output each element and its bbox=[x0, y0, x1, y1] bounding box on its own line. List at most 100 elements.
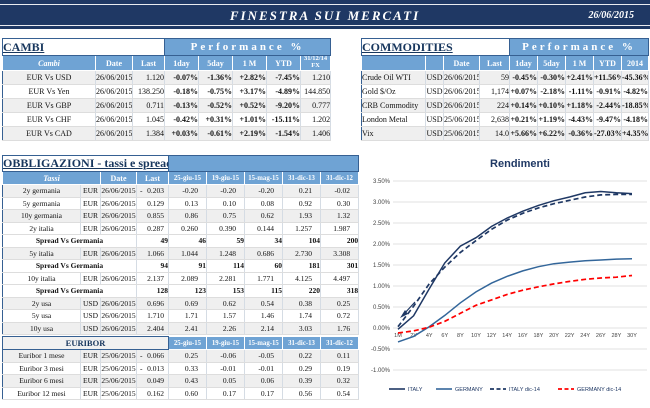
hist-value: -0.20 bbox=[206, 184, 245, 198]
hist-value: 1.32 bbox=[320, 209, 360, 223]
app-header: FINESTRA SUI MERCATI 26/06/2015 bbox=[0, 0, 650, 29]
currency: EUR bbox=[80, 247, 101, 260]
x-tick-label: 18Y bbox=[534, 333, 544, 339]
commodities-col-1: Last bbox=[479, 55, 510, 71]
bonds-table: OBBLIGAZIONI - tassi e spread Tassi Date La… bbox=[2, 155, 360, 335]
spread-value: 104 bbox=[282, 234, 321, 248]
perf-value: +0.07% bbox=[509, 84, 538, 99]
bonds-section-title: OBBLIGAZIONI - tassi e spread bbox=[2, 155, 169, 172]
commodities-row: Crude Oil WTI USD 26/06/2015 59 -0.45% -0.30%… bbox=[361, 70, 650, 85]
hist-value: 3.308 bbox=[320, 247, 360, 260]
legend-label: ITALY bbox=[408, 387, 423, 393]
hist-value: 4.497 bbox=[320, 272, 360, 285]
hist-value: 0.43 bbox=[168, 374, 207, 388]
bonds-col-last: Last bbox=[136, 171, 169, 185]
x-tick-label: 30Y bbox=[627, 333, 637, 339]
euribor-datecol-2: 15-mag-15 bbox=[244, 336, 283, 350]
commodities-table: COMMODITIES Performance % Date Last 1day 5day… bbox=[361, 38, 650, 141]
legend-label: ITALY dic-14 bbox=[509, 387, 540, 393]
perf-value: -0.91% bbox=[593, 84, 622, 99]
perf-value: -1.11% bbox=[565, 84, 594, 99]
spread-value: 181 bbox=[282, 259, 321, 273]
perf-value: -18.85% bbox=[621, 98, 650, 113]
perf-value: +1.01% bbox=[232, 112, 268, 127]
bonds-datecol-2: 15-mag-15 bbox=[244, 171, 283, 185]
perf-value: +0.31% bbox=[198, 112, 234, 127]
last-value: 0.696 bbox=[136, 297, 169, 310]
series-germany-dic-14 bbox=[397, 274, 633, 334]
hist-value: 1.248 bbox=[206, 247, 245, 260]
cambi-section: CAMBI Performance % Cambi Date Last 1day 5day 1… bbox=[1, 38, 332, 141]
last-value: 1.710 bbox=[136, 309, 169, 323]
last-value: 14.0 bbox=[479, 126, 510, 141]
currency: EUR bbox=[80, 222, 101, 235]
quote-date: 25/06/2015 bbox=[100, 349, 137, 363]
last-value: 1.045 bbox=[132, 112, 166, 127]
last-value: 2.137 bbox=[136, 272, 169, 285]
perf-value: -0.42% bbox=[164, 112, 200, 127]
y-tick-label: -0.50% bbox=[371, 347, 391, 353]
chart-title: Rendimenti bbox=[490, 158, 550, 170]
rate-name: 10y germania bbox=[2, 209, 81, 223]
spread-value: 60 bbox=[244, 259, 283, 273]
cambi-col-0: Cambi bbox=[2, 55, 96, 71]
hist-value: 1.044 bbox=[168, 247, 207, 260]
perf-value: +1.18% bbox=[565, 98, 594, 113]
perf-value: -4.43% bbox=[565, 112, 594, 127]
quote-date: 26/06/2015 bbox=[100, 297, 137, 310]
hist-value: 2.089 bbox=[168, 272, 207, 285]
hist-value: 0.30 bbox=[320, 197, 360, 210]
perf-value: -4.18% bbox=[621, 112, 650, 127]
quote-date: 26/06/2015 bbox=[100, 184, 137, 198]
hist-value: 0.19 bbox=[320, 362, 359, 375]
hist-value: 0.33 bbox=[168, 362, 207, 375]
legend-label: GERMANY dic-14 bbox=[577, 387, 621, 393]
quote-date: 25/06/2015 bbox=[100, 374, 137, 388]
rate-name: 5y usa bbox=[2, 309, 81, 323]
euribor-datecol-4: 31-dic-12 bbox=[320, 336, 359, 350]
x-tick-label: 14Y bbox=[502, 333, 512, 339]
hist-value: 0.62 bbox=[244, 209, 283, 223]
euribor-row: Euribor 6 mesi EUR 25/06/2015 0.049 0.43 0.05… bbox=[2, 374, 359, 388]
x-tick-label: 22Y bbox=[565, 333, 575, 339]
spread-value: 153 bbox=[206, 284, 245, 298]
hist-value: 0.60 bbox=[168, 387, 207, 400]
hist-value: 0.25 bbox=[320, 297, 360, 310]
hist-value: 1.57 bbox=[206, 309, 245, 323]
hist-value: 2.281 bbox=[206, 272, 245, 285]
perf-value: -0.07% bbox=[164, 70, 200, 85]
y-tick-label: 2.00% bbox=[373, 242, 391, 248]
rendimenti-chart: Rendimenti 3.50% 3.00% 2.50% 2.00% 1.50% 1.00%… bbox=[360, 151, 650, 403]
cambi-col-3: 1day bbox=[164, 55, 200, 71]
hist-value: 0.144 bbox=[244, 222, 283, 235]
last-value: -0.066 bbox=[136, 349, 169, 363]
rate-row: 10y italia EUR 26/06/2015 2.137 2.089 2.281 1.… bbox=[2, 272, 360, 285]
hist-value: 2.14 bbox=[244, 322, 283, 335]
perf-value: -9.20% bbox=[266, 98, 302, 113]
rendimenti-chart-svg: Rendimenti 3.50% 3.00% 2.50% 2.00% 1.50% 1.00%… bbox=[371, 158, 647, 393]
x-tick-label: 8Y bbox=[457, 333, 464, 339]
cambi-col-1: Date bbox=[95, 55, 133, 71]
commodity-name: CRB Commodity bbox=[361, 98, 426, 113]
last-value: 1,174 bbox=[479, 84, 510, 99]
bonds-datecol-4: 31-dic-12 bbox=[319, 171, 360, 185]
euribor-name: Euribor 1 mese bbox=[2, 349, 81, 363]
last-value: 1.384 bbox=[132, 126, 166, 141]
rate-name: 5y italia bbox=[2, 247, 81, 260]
spread-value: 200 bbox=[320, 234, 360, 248]
rate-row: 5y italia EUR 26/06/2015 1.066 1.044 1.248 0.6… bbox=[2, 247, 360, 260]
last-value: -0.013 bbox=[136, 362, 169, 375]
currency: EUR bbox=[80, 272, 101, 285]
fx-ref-value: 1.202 bbox=[300, 112, 332, 127]
bonds-datecol-1: 19-giu-15 bbox=[206, 171, 245, 185]
perf-value: +0.10% bbox=[537, 98, 566, 113]
perf-value: +2.82% bbox=[232, 70, 268, 85]
quote-date: 26/06/2015 bbox=[443, 70, 480, 85]
cambi-table: CAMBI Performance % Cambi Date Last 1day 5day 1… bbox=[1, 38, 332, 141]
perf-value: +5.66% bbox=[509, 126, 538, 141]
hist-value: 0.32 bbox=[320, 374, 359, 388]
last-value: 2.404 bbox=[136, 322, 169, 335]
currency: EUR bbox=[80, 387, 101, 400]
y-tick-label: 2.50% bbox=[373, 221, 391, 227]
perf-value: -45.36% bbox=[621, 70, 650, 85]
